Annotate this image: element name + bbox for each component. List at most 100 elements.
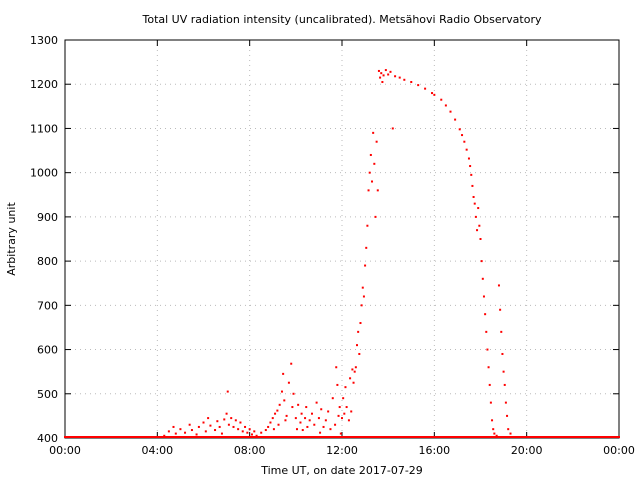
data-point: [357, 436, 360, 438]
data-point: [207, 417, 210, 420]
data-point: [331, 397, 334, 400]
x-tick-label: 08:00: [234, 444, 266, 457]
data-point: [563, 436, 566, 438]
data-point: [162, 436, 165, 438]
data-point: [351, 368, 354, 371]
x-axis-label: Time UT, on date 2017-07-29: [260, 464, 423, 477]
data-point: [350, 436, 353, 438]
y-tick-label: 900: [37, 211, 58, 224]
data-point: [358, 352, 361, 355]
data-point: [86, 436, 89, 438]
data-point: [365, 246, 368, 249]
data-point: [507, 428, 510, 431]
data-point: [301, 429, 304, 432]
data-point: [204, 430, 207, 433]
x-tick-label: 20:00: [511, 444, 543, 457]
data-point: [118, 436, 121, 438]
ticks: 400 500 600 700 800 900 1000 1100 1200 1300 00:00 0…: [30, 34, 635, 457]
data-point: [393, 436, 396, 438]
data-point: [490, 436, 493, 438]
data-point: [349, 436, 352, 438]
data-point: [380, 72, 383, 75]
data-point: [482, 295, 485, 298]
data-point: [300, 412, 303, 415]
data-point: [485, 330, 488, 333]
data-point: [311, 436, 314, 438]
data-point: [226, 436, 229, 438]
data-point: [353, 370, 356, 373]
data-point: [557, 436, 560, 438]
data-point: [316, 436, 319, 438]
chart-title: Total UV radiation intensity (uncalibrat…: [142, 13, 542, 26]
data-point: [295, 428, 298, 431]
data-point: [82, 436, 85, 438]
data-point: [155, 436, 158, 438]
data-point: [197, 425, 200, 428]
data-point: [299, 436, 302, 438]
data-point: [278, 403, 281, 406]
data-point: [227, 423, 230, 426]
data-point: [141, 436, 144, 438]
data-point: [539, 436, 542, 438]
data-point: [609, 436, 612, 438]
data-point: [584, 436, 587, 438]
data-point: [591, 436, 594, 438]
data-point: [442, 436, 445, 438]
data-point: [411, 436, 414, 438]
data-point: [369, 153, 372, 156]
data-point: [291, 436, 294, 438]
data-point: [345, 436, 348, 438]
data-point: [274, 412, 277, 415]
data-point: [102, 436, 105, 438]
data-point: [575, 436, 578, 438]
data-point: [246, 431, 249, 434]
data-point: [509, 432, 512, 435]
data-point: [398, 76, 401, 79]
data-point: [281, 436, 284, 438]
data-point: [451, 436, 454, 438]
data-point: [105, 436, 108, 438]
data-point: [131, 436, 134, 438]
data-point: [172, 436, 175, 438]
data-point: [297, 403, 300, 406]
data-point: [287, 381, 290, 384]
data-point: [404, 436, 407, 438]
data-point: [436, 436, 439, 438]
data-point: [235, 436, 238, 438]
data-point: [509, 436, 512, 438]
data-point: [375, 140, 378, 143]
data-point: [471, 184, 474, 187]
data-point: [277, 436, 280, 438]
data-point: [148, 436, 151, 438]
data-point: [341, 417, 343, 420]
data-point: [165, 436, 168, 438]
data-point: [209, 436, 212, 438]
data-point: [613, 436, 616, 438]
data-point: [183, 436, 186, 438]
data-point: [317, 436, 320, 438]
data-point: [241, 436, 244, 438]
data-point: [384, 69, 387, 72]
data-point: [440, 98, 443, 101]
data-point: [238, 436, 241, 438]
data-point: [220, 436, 223, 438]
data-point: [437, 436, 440, 438]
data-point: [72, 436, 75, 438]
data-point: [389, 436, 392, 438]
data-point: [160, 436, 163, 438]
data-point: [176, 436, 179, 438]
data-point: [154, 436, 157, 438]
data-point: [464, 436, 467, 438]
data-point: [373, 162, 376, 165]
data-point: [480, 436, 483, 438]
data-point: [606, 436, 609, 438]
x-tick-label: 16:00: [418, 444, 450, 457]
data-point: [190, 436, 193, 438]
data-point: [332, 436, 335, 438]
data-point: [173, 436, 176, 438]
data-point: [338, 406, 341, 409]
data-point: [170, 436, 173, 438]
data-point: [336, 383, 339, 386]
data-point: [188, 423, 191, 426]
data-point: [335, 436, 338, 438]
